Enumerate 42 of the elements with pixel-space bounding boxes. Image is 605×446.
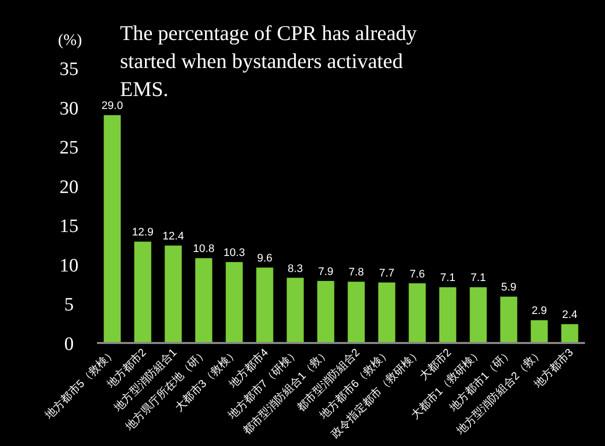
bar bbox=[470, 287, 487, 343]
data-label: 7.9 bbox=[318, 266, 334, 278]
bar bbox=[256, 268, 274, 343]
y-tick-label: 30 bbox=[60, 98, 78, 120]
data-label: 10.3 bbox=[224, 247, 245, 260]
bar bbox=[104, 115, 121, 343]
data-label: 7.1 bbox=[470, 272, 486, 284]
data-label: 12.9 bbox=[132, 226, 154, 239]
data-label: 7.1 bbox=[440, 272, 456, 284]
y-axis-title: (%) bbox=[58, 32, 82, 49]
data-label: 7.6 bbox=[410, 268, 425, 280]
y-tick-label: 10 bbox=[60, 255, 78, 276]
data-label: 2.9 bbox=[532, 305, 547, 318]
y-tick-label: 5 bbox=[64, 294, 74, 316]
bar bbox=[134, 242, 152, 343]
y-tick-label: 25 bbox=[60, 138, 78, 159]
data-label: 5.9 bbox=[501, 282, 516, 294]
y-tick-label: 15 bbox=[60, 216, 78, 238]
data-label: 2.4 bbox=[562, 309, 578, 322]
bar bbox=[530, 320, 548, 343]
y-tick-label: 20 bbox=[60, 176, 78, 198]
data-label: 12.4 bbox=[162, 230, 184, 243]
data-label: 7.7 bbox=[379, 268, 394, 280]
bar bbox=[348, 282, 365, 343]
bar bbox=[195, 258, 212, 343]
data-label: 8.3 bbox=[288, 262, 303, 275]
data-label: 9.6 bbox=[257, 252, 272, 265]
bar bbox=[408, 283, 426, 343]
bar bbox=[378, 282, 396, 343]
bar bbox=[164, 246, 182, 343]
y-tick-label: 0 bbox=[64, 334, 74, 355]
data-label: 10.8 bbox=[193, 243, 214, 256]
chart-title: The percentage of CPR has already started when bystanders activated EMS. bbox=[120, 21, 418, 101]
bar bbox=[286, 278, 304, 343]
y-tick-label: 35 bbox=[60, 59, 78, 80]
data-label: 29.0 bbox=[102, 100, 123, 112]
bar bbox=[226, 262, 243, 343]
bar bbox=[561, 324, 578, 343]
bar bbox=[317, 280, 334, 343]
bar bbox=[500, 296, 518, 343]
data-label: 7.8 bbox=[348, 266, 364, 279]
bar bbox=[439, 287, 456, 343]
